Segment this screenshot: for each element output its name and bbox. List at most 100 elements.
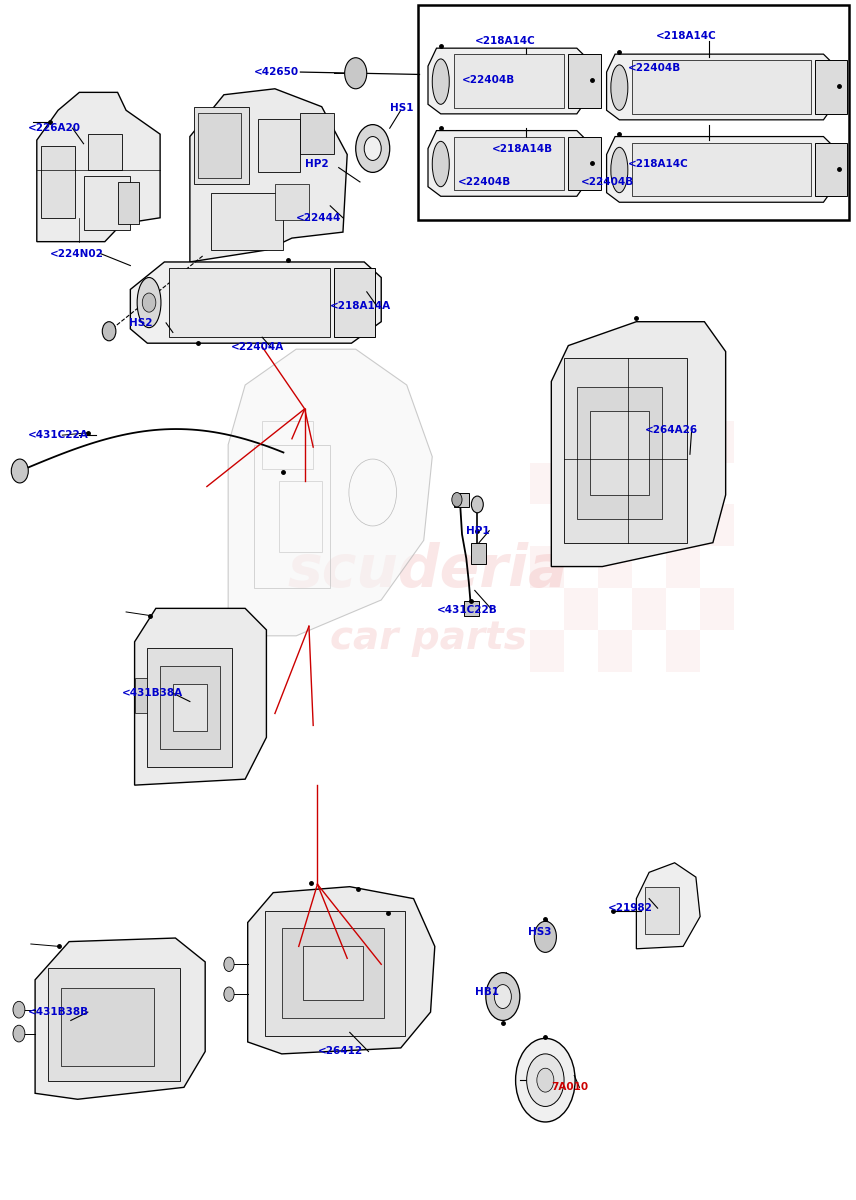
Polygon shape: [428, 131, 586, 197]
Text: <26412: <26412: [318, 1046, 363, 1056]
Bar: [279, 480, 322, 552]
Bar: [265, 911, 405, 1036]
Text: <218A14C: <218A14C: [627, 160, 688, 169]
Text: car parts: car parts: [330, 619, 526, 658]
Bar: [700, 588, 734, 630]
Text: <431C22A: <431C22A: [28, 430, 89, 440]
Circle shape: [472, 496, 484, 512]
Text: HP1: HP1: [467, 526, 490, 535]
Text: <431C22B: <431C22B: [437, 605, 497, 614]
Text: <22404A: <22404A: [231, 342, 284, 352]
Bar: [84, 176, 130, 229]
Circle shape: [142, 293, 156, 312]
Bar: [815, 60, 847, 114]
Bar: [173, 684, 207, 731]
Bar: [282, 929, 383, 1018]
Polygon shape: [551, 322, 726, 566]
Bar: [568, 137, 601, 191]
Bar: [568, 54, 601, 108]
Bar: [815, 143, 847, 197]
Bar: [598, 463, 632, 504]
Text: <22444: <22444: [296, 212, 342, 223]
Polygon shape: [636, 863, 700, 949]
Bar: [48, 968, 180, 1081]
Bar: [564, 358, 687, 542]
Text: HS2: HS2: [128, 318, 152, 328]
Polygon shape: [607, 54, 832, 120]
Bar: [666, 463, 700, 504]
Text: <22404B: <22404B: [581, 176, 634, 187]
Ellipse shape: [611, 148, 627, 193]
Bar: [169, 268, 330, 337]
Bar: [632, 421, 666, 463]
Bar: [530, 546, 564, 588]
Bar: [632, 143, 811, 197]
Text: <21982: <21982: [609, 904, 653, 913]
Bar: [454, 492, 469, 506]
Bar: [632, 60, 811, 114]
Circle shape: [526, 1054, 564, 1106]
Bar: [61, 988, 154, 1066]
Text: HS1: HS1: [389, 103, 413, 113]
Circle shape: [486, 973, 520, 1020]
Circle shape: [102, 322, 116, 341]
Text: <22404B: <22404B: [627, 64, 681, 73]
Polygon shape: [607, 137, 832, 203]
Bar: [454, 137, 564, 191]
Polygon shape: [130, 262, 381, 343]
Bar: [134, 678, 147, 714]
Bar: [471, 542, 486, 564]
Bar: [645, 887, 679, 935]
Bar: [300, 113, 335, 155]
Text: <431B38B: <431B38B: [28, 1007, 89, 1018]
Text: 7A010: 7A010: [551, 1082, 588, 1092]
Bar: [632, 504, 666, 546]
Polygon shape: [134, 608, 266, 785]
Circle shape: [537, 1068, 554, 1092]
Bar: [590, 412, 649, 494]
Text: <226A20: <226A20: [28, 124, 81, 133]
Ellipse shape: [432, 142, 449, 187]
Bar: [303, 947, 362, 1000]
Ellipse shape: [137, 277, 161, 328]
Text: <22404B: <22404B: [458, 176, 511, 187]
Bar: [530, 463, 564, 504]
Text: <224N02: <224N02: [50, 248, 104, 259]
Bar: [194, 107, 249, 185]
Polygon shape: [428, 48, 586, 114]
Ellipse shape: [611, 65, 627, 110]
Bar: [577, 388, 662, 518]
Circle shape: [356, 125, 389, 173]
Bar: [262, 421, 313, 469]
Bar: [454, 54, 564, 108]
Bar: [253, 445, 330, 588]
Bar: [464, 601, 479, 616]
Circle shape: [515, 1038, 575, 1122]
Bar: [564, 421, 598, 463]
Circle shape: [534, 922, 556, 953]
Text: <218A14C: <218A14C: [475, 36, 536, 46]
Polygon shape: [190, 89, 348, 262]
Bar: [564, 504, 598, 546]
Circle shape: [452, 492, 462, 506]
Circle shape: [13, 1001, 25, 1018]
Polygon shape: [37, 92, 160, 241]
Text: <42650: <42650: [253, 67, 299, 77]
Bar: [632, 588, 666, 630]
Polygon shape: [247, 887, 435, 1054]
Bar: [700, 421, 734, 463]
Bar: [211, 193, 283, 250]
Circle shape: [345, 58, 366, 89]
Bar: [41, 146, 75, 217]
Bar: [147, 648, 232, 767]
Bar: [666, 630, 700, 672]
Text: <264A26: <264A26: [645, 425, 698, 436]
Circle shape: [13, 1025, 25, 1042]
Bar: [418, 5, 849, 220]
Bar: [666, 546, 700, 588]
Bar: [160, 666, 220, 749]
Bar: [117, 182, 139, 223]
Circle shape: [11, 460, 28, 482]
Circle shape: [224, 988, 234, 1001]
Bar: [258, 119, 300, 173]
